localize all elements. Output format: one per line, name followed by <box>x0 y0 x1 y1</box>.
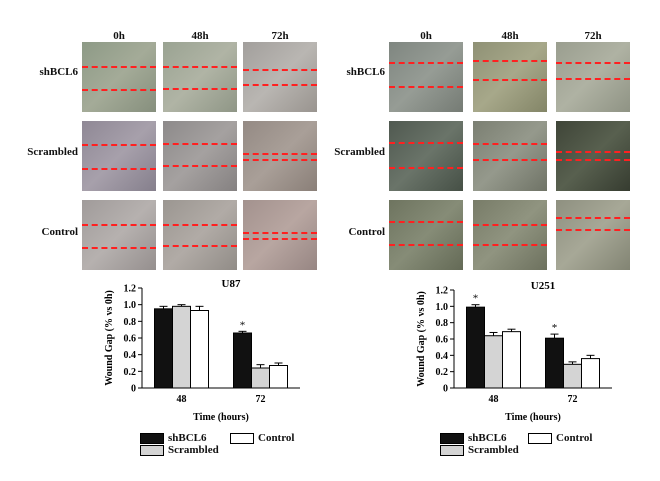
legend-item-scrambled: Scrambled <box>140 444 219 456</box>
micrograph-u87-control-48h <box>163 200 237 270</box>
legend-swatch-shbcl6 <box>140 432 164 444</box>
bar-scrambled-72 <box>251 367 270 389</box>
row-label-scrambled: Scrambled <box>27 146 78 158</box>
legend-item-control: Control <box>528 432 592 444</box>
x-axis-label: Time (hours) <box>505 412 561 423</box>
bar-shbcl6-72 <box>545 337 564 389</box>
x-tick-label: 72 <box>568 394 578 405</box>
y-tick-label: 0.2 <box>436 367 449 378</box>
y-tick-label: 0 <box>443 384 448 395</box>
chart-title: U251 <box>531 280 555 292</box>
legend-label-shbcl6: shBCL6 <box>168 432 207 444</box>
legend-item-scrambled: Scrambled <box>440 444 519 456</box>
col-header-0h: 0h <box>420 30 432 42</box>
legend-item-shbcl6: shBCL6 <box>440 432 507 444</box>
bar-control-48 <box>502 331 521 389</box>
bar-control-72 <box>581 358 600 389</box>
significance-marker: * <box>473 293 479 305</box>
y-axis-label: Wound Gap (% vs 0h) <box>104 290 115 386</box>
micrograph-u87-control-72h <box>243 200 317 270</box>
row-label-shbcl6: shBCL6 <box>39 66 78 78</box>
y-tick-label: 0.8 <box>124 317 137 328</box>
micrograph-u251-control-72h <box>556 200 630 270</box>
legend-swatch-control <box>528 432 552 444</box>
chart-title: U87 <box>222 278 241 290</box>
col-header-48h: 48h <box>501 30 519 42</box>
micrograph-u251-scrambled-72h <box>556 121 630 191</box>
legend-swatch-scrambled <box>440 444 464 456</box>
chart-u251: U251 0 0.2 0.4 0.6 0.8 1.0 1.2 Wound Gap (% vs 0… <box>416 280 612 423</box>
bar-scrambled-48 <box>484 335 503 389</box>
y-tick-label: 1.2 <box>436 286 449 297</box>
legend-label-scrambled: Scrambled <box>168 444 219 456</box>
y-tick-label: 0.8 <box>436 318 449 329</box>
bar-shbcl6-72 <box>233 332 252 389</box>
bar-scrambled-72 <box>563 363 582 389</box>
micrograph-u87-scrambled-0h <box>82 121 156 191</box>
significance-marker: * <box>240 319 246 331</box>
legend-label-control: Control <box>556 432 593 444</box>
micrograph-u251-shbcl6-72h <box>556 42 630 112</box>
micrograph-u87-shbcl6-0h <box>82 42 156 112</box>
x-tick-label: 48 <box>489 394 499 405</box>
legend-label-scrambled: Scrambled <box>468 444 519 456</box>
bar-control-48 <box>190 310 209 389</box>
y-tick-label: 1.0 <box>436 302 449 313</box>
legend-swatch-shbcl6 <box>440 432 464 444</box>
y-axis-label: Wound Gap (% vs 0h) <box>416 291 427 387</box>
y-tick-label: 1.0 <box>124 300 137 311</box>
legend-label-control: Control <box>258 432 295 444</box>
y-tick-label: 0 <box>131 384 136 395</box>
legend-item-shbcl6: shBCL6 <box>140 432 207 444</box>
bar-scrambled-48 <box>172 305 191 389</box>
legend-swatch-control <box>230 432 254 444</box>
chart-u87: U87 0 0.2 0.4 0.6 0.8 1.0 1.2 Wound Gap (% vs 0h… <box>104 278 300 423</box>
legend-item-control: Control <box>230 432 294 444</box>
micrograph-u251-control-48h <box>473 200 547 270</box>
row-label-control: Control <box>41 226 78 238</box>
micrograph-u251-shbcl6-48h <box>473 42 547 112</box>
micrograph-u87-shbcl6-72h <box>243 42 317 112</box>
micrograph-u251-scrambled-48h <box>473 121 547 191</box>
micrograph-u251-scrambled-0h <box>389 121 463 191</box>
col-header-48h: 48h <box>191 30 209 42</box>
significance-marker: * <box>552 322 558 334</box>
y-tick-label: 0.4 <box>436 351 449 362</box>
micrograph-u87-control-0h <box>82 200 156 270</box>
col-header-72h: 72h <box>584 30 602 42</box>
y-tick-label: 0.6 <box>124 334 137 345</box>
micrograph-u87-scrambled-48h <box>163 121 237 191</box>
bar-shbcl6-48 <box>154 308 173 389</box>
y-tick-label: 0.4 <box>124 350 137 361</box>
legend-label-shbcl6: shBCL6 <box>468 432 507 444</box>
micrograph-u87-scrambled-72h <box>243 121 317 191</box>
row-label-shbcl6: shBCL6 <box>346 66 385 78</box>
x-axis-label: Time (hours) <box>193 412 249 423</box>
col-header-72h: 72h <box>271 30 289 42</box>
micrograph-u251-control-0h <box>389 200 463 270</box>
micrograph-u251-shbcl6-0h <box>389 42 463 112</box>
col-header-0h: 0h <box>113 30 125 42</box>
row-label-scrambled: Scrambled <box>334 146 385 158</box>
y-tick-label: 0.2 <box>124 367 137 378</box>
x-tick-label: 72 <box>256 394 266 405</box>
y-tick-label: 1.2 <box>124 284 137 295</box>
bar-shbcl6-48 <box>466 306 485 389</box>
y-tick-label: 0.6 <box>436 335 449 346</box>
bar-control-72 <box>269 365 288 389</box>
legend-swatch-scrambled <box>140 444 164 456</box>
x-tick-label: 48 <box>177 394 187 405</box>
micrograph-u87-shbcl6-48h <box>163 42 237 112</box>
row-label-control: Control <box>348 226 385 238</box>
